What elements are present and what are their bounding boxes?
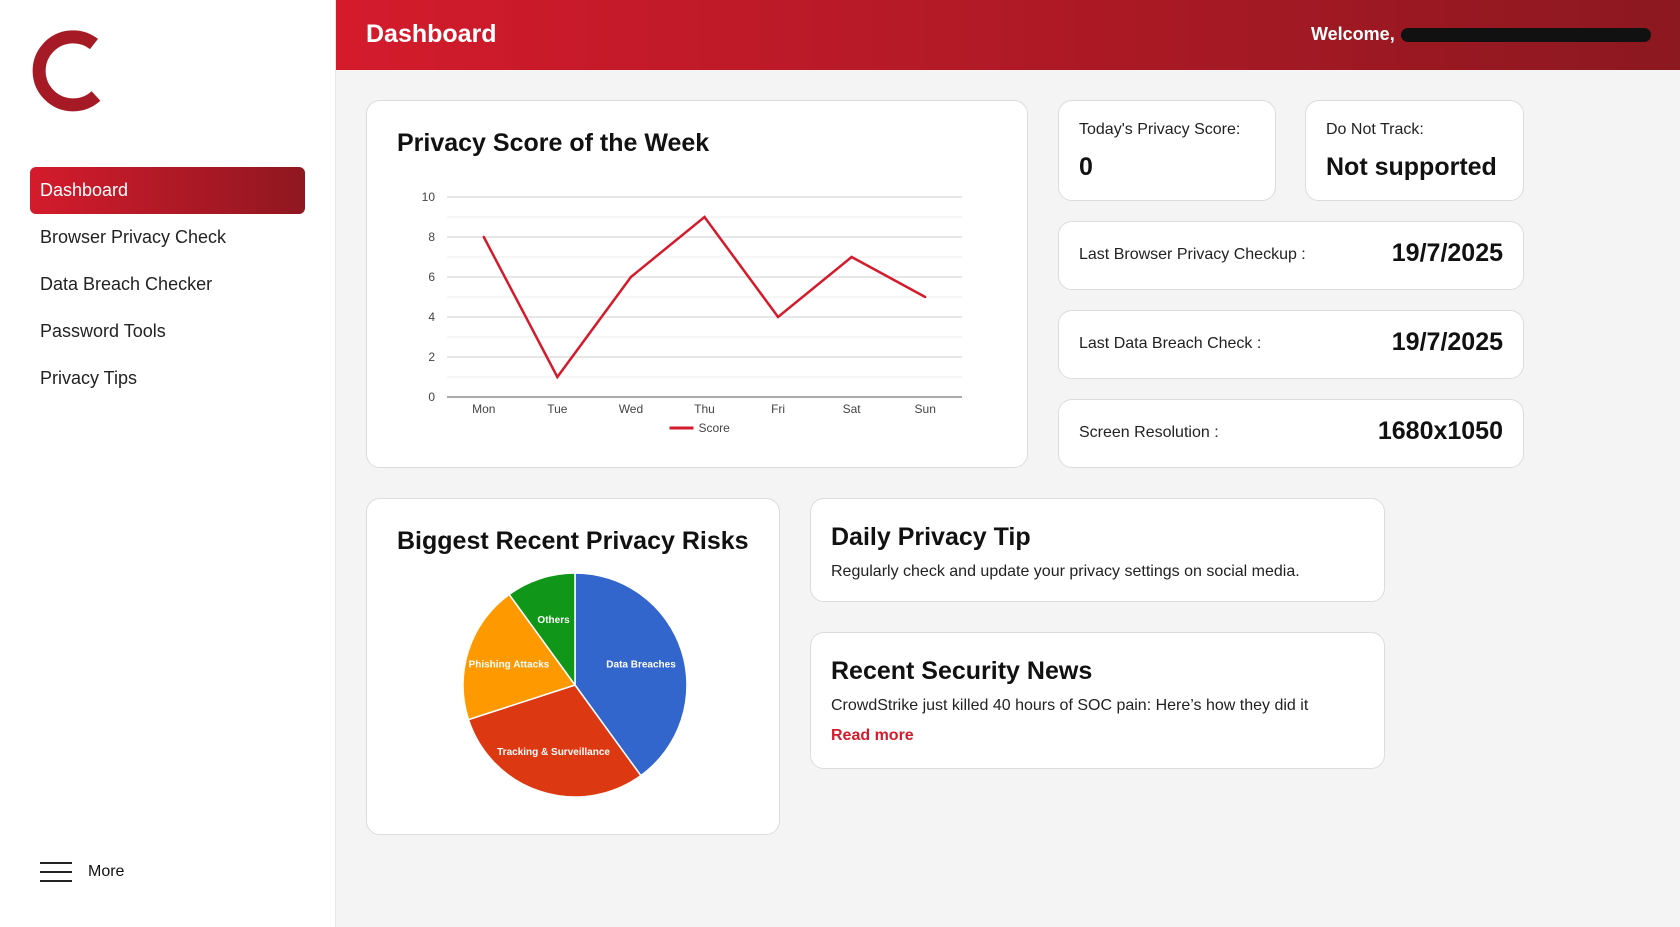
privacy-risks-pie-chart: Data Breaches Tracking & Surveillance Phis… [462,572,688,798]
pie-label-tracking-surveillance: Tracking & Surveillance [497,747,610,758]
sidebar-item-privacy-tips[interactable]: Privacy Tips [40,368,138,388]
do-not-track-card: Do Not Track: Not supported [1305,100,1524,201]
hamburger-menu-icon [40,862,72,882]
daily-tip-title: Daily Privacy Tip [831,523,1031,551]
x-tick-label: Thu [694,402,715,416]
screen-resolution-label: Screen Resolution : [1079,424,1219,441]
x-tick-label: Fri [771,402,785,416]
score-point [924,295,927,299]
x-tick-label: Wed [619,402,643,416]
dnt-label: Do Not Track: [1326,121,1424,138]
legend-label: Score [699,421,731,435]
privacy-risks-card: Biggest Recent Privacy Risks Data Breach… [366,498,780,835]
header: Dashboard Welcome, [336,0,1680,70]
browser-checkup-value: 19/7/2025 [1391,239,1503,267]
privacy-risks-title: Biggest Recent Privacy Risks [397,527,749,555]
c-logo-icon[interactable] [26,26,106,114]
weekly-score-card: Privacy Score of the Week 0 2 4 6 8 10 Mon Tue W… [366,100,1028,468]
y-tick-label: 8 [428,230,435,244]
score-point [629,275,633,279]
today-score-value: 0 [1079,153,1093,181]
pie-slice-tracking-surveillance [467,684,642,798]
page-title: Dashboard [366,20,497,48]
pie-slice-phishing-attacks [462,593,577,721]
read-more-link[interactable]: Read more [831,727,914,744]
security-news-card: Recent Security News CrowdStrike just ki… [810,632,1385,769]
sidebar-nav: Dashboard Browser Privacy Check Data Bre… [30,167,305,402]
breach-check-label: Last Data Breach Check : [1079,335,1262,352]
score-point [703,215,706,219]
y-tick-label: 0 [428,390,435,404]
score-point [776,315,780,319]
y-tick-label: 6 [428,270,435,284]
score-point [556,375,559,379]
y-tick-label: 2 [428,350,435,364]
sidebar-item-data-breach-checker[interactable]: Data Breach Checker [40,274,213,294]
security-news-title: Recent Security News [831,657,1093,685]
more-label: More [88,863,125,880]
sidebar-item-dashboard[interactable]: Dashboard [30,167,305,214]
sidebar-item-browser-privacy-check[interactable]: Browser Privacy Check [40,227,227,247]
pie-label-data-breaches: Data Breaches [606,660,676,671]
security-news-text: CrowdStrike just killed 40 hours of SOC … [831,697,1309,714]
screen-resolution-value: 1680x1050 [1377,417,1503,445]
weekly-score-title: Privacy Score of the Week [397,129,710,157]
x-tick-label: Tue [547,402,568,416]
x-tick-label: Sun [915,402,936,416]
screen-resolution-card: Screen Resolution : 1680x1050 [1058,399,1524,468]
y-tick-label: 4 [428,310,435,324]
weekly-score-chart: 0 2 4 6 8 10 Mon Tue Wed Thu Fri Sat Sun Score [422,190,962,435]
dnt-value: Not supported [1326,153,1497,181]
sidebar-item-password-tools[interactable]: Password Tools [40,321,166,341]
breach-check-value: 19/7/2025 [1391,328,1503,356]
pie-slice-data-breaches [574,572,688,777]
breach-check-card: Last Data Breach Check : 19/7/2025 [1058,310,1524,379]
today-score-card: Today's Privacy Score: 0 [1058,100,1276,201]
today-score-label: Today's Privacy Score: [1079,121,1241,138]
more-button[interactable]: More [40,862,124,882]
x-tick-label: Mon [472,402,495,416]
score-point [850,255,853,259]
minor-gridlines [447,216,962,378]
daily-tip-card: Daily Privacy Tip Regularly check and up… [810,498,1385,602]
pie-slice-others [508,572,576,688]
daily-tip-text: Regularly check and update your privacy … [831,563,1300,580]
pie-label-phishing-attacks: Phishing Attacks [469,660,550,671]
pie-label-others: Others [537,615,570,626]
y-tick-label: 10 [422,190,436,204]
x-tick-label: Sat [843,402,862,416]
score-point [482,235,485,239]
redacted-username [1401,28,1651,42]
welcome-text: Welcome, [1311,24,1395,44]
browser-checkup-card: Last Browser Privacy Checkup : 19/7/2025 [1058,221,1524,290]
sidebar: Dashboard Browser Privacy Check Data Bre… [0,0,336,927]
browser-checkup-label: Last Browser Privacy Checkup : [1079,246,1306,263]
